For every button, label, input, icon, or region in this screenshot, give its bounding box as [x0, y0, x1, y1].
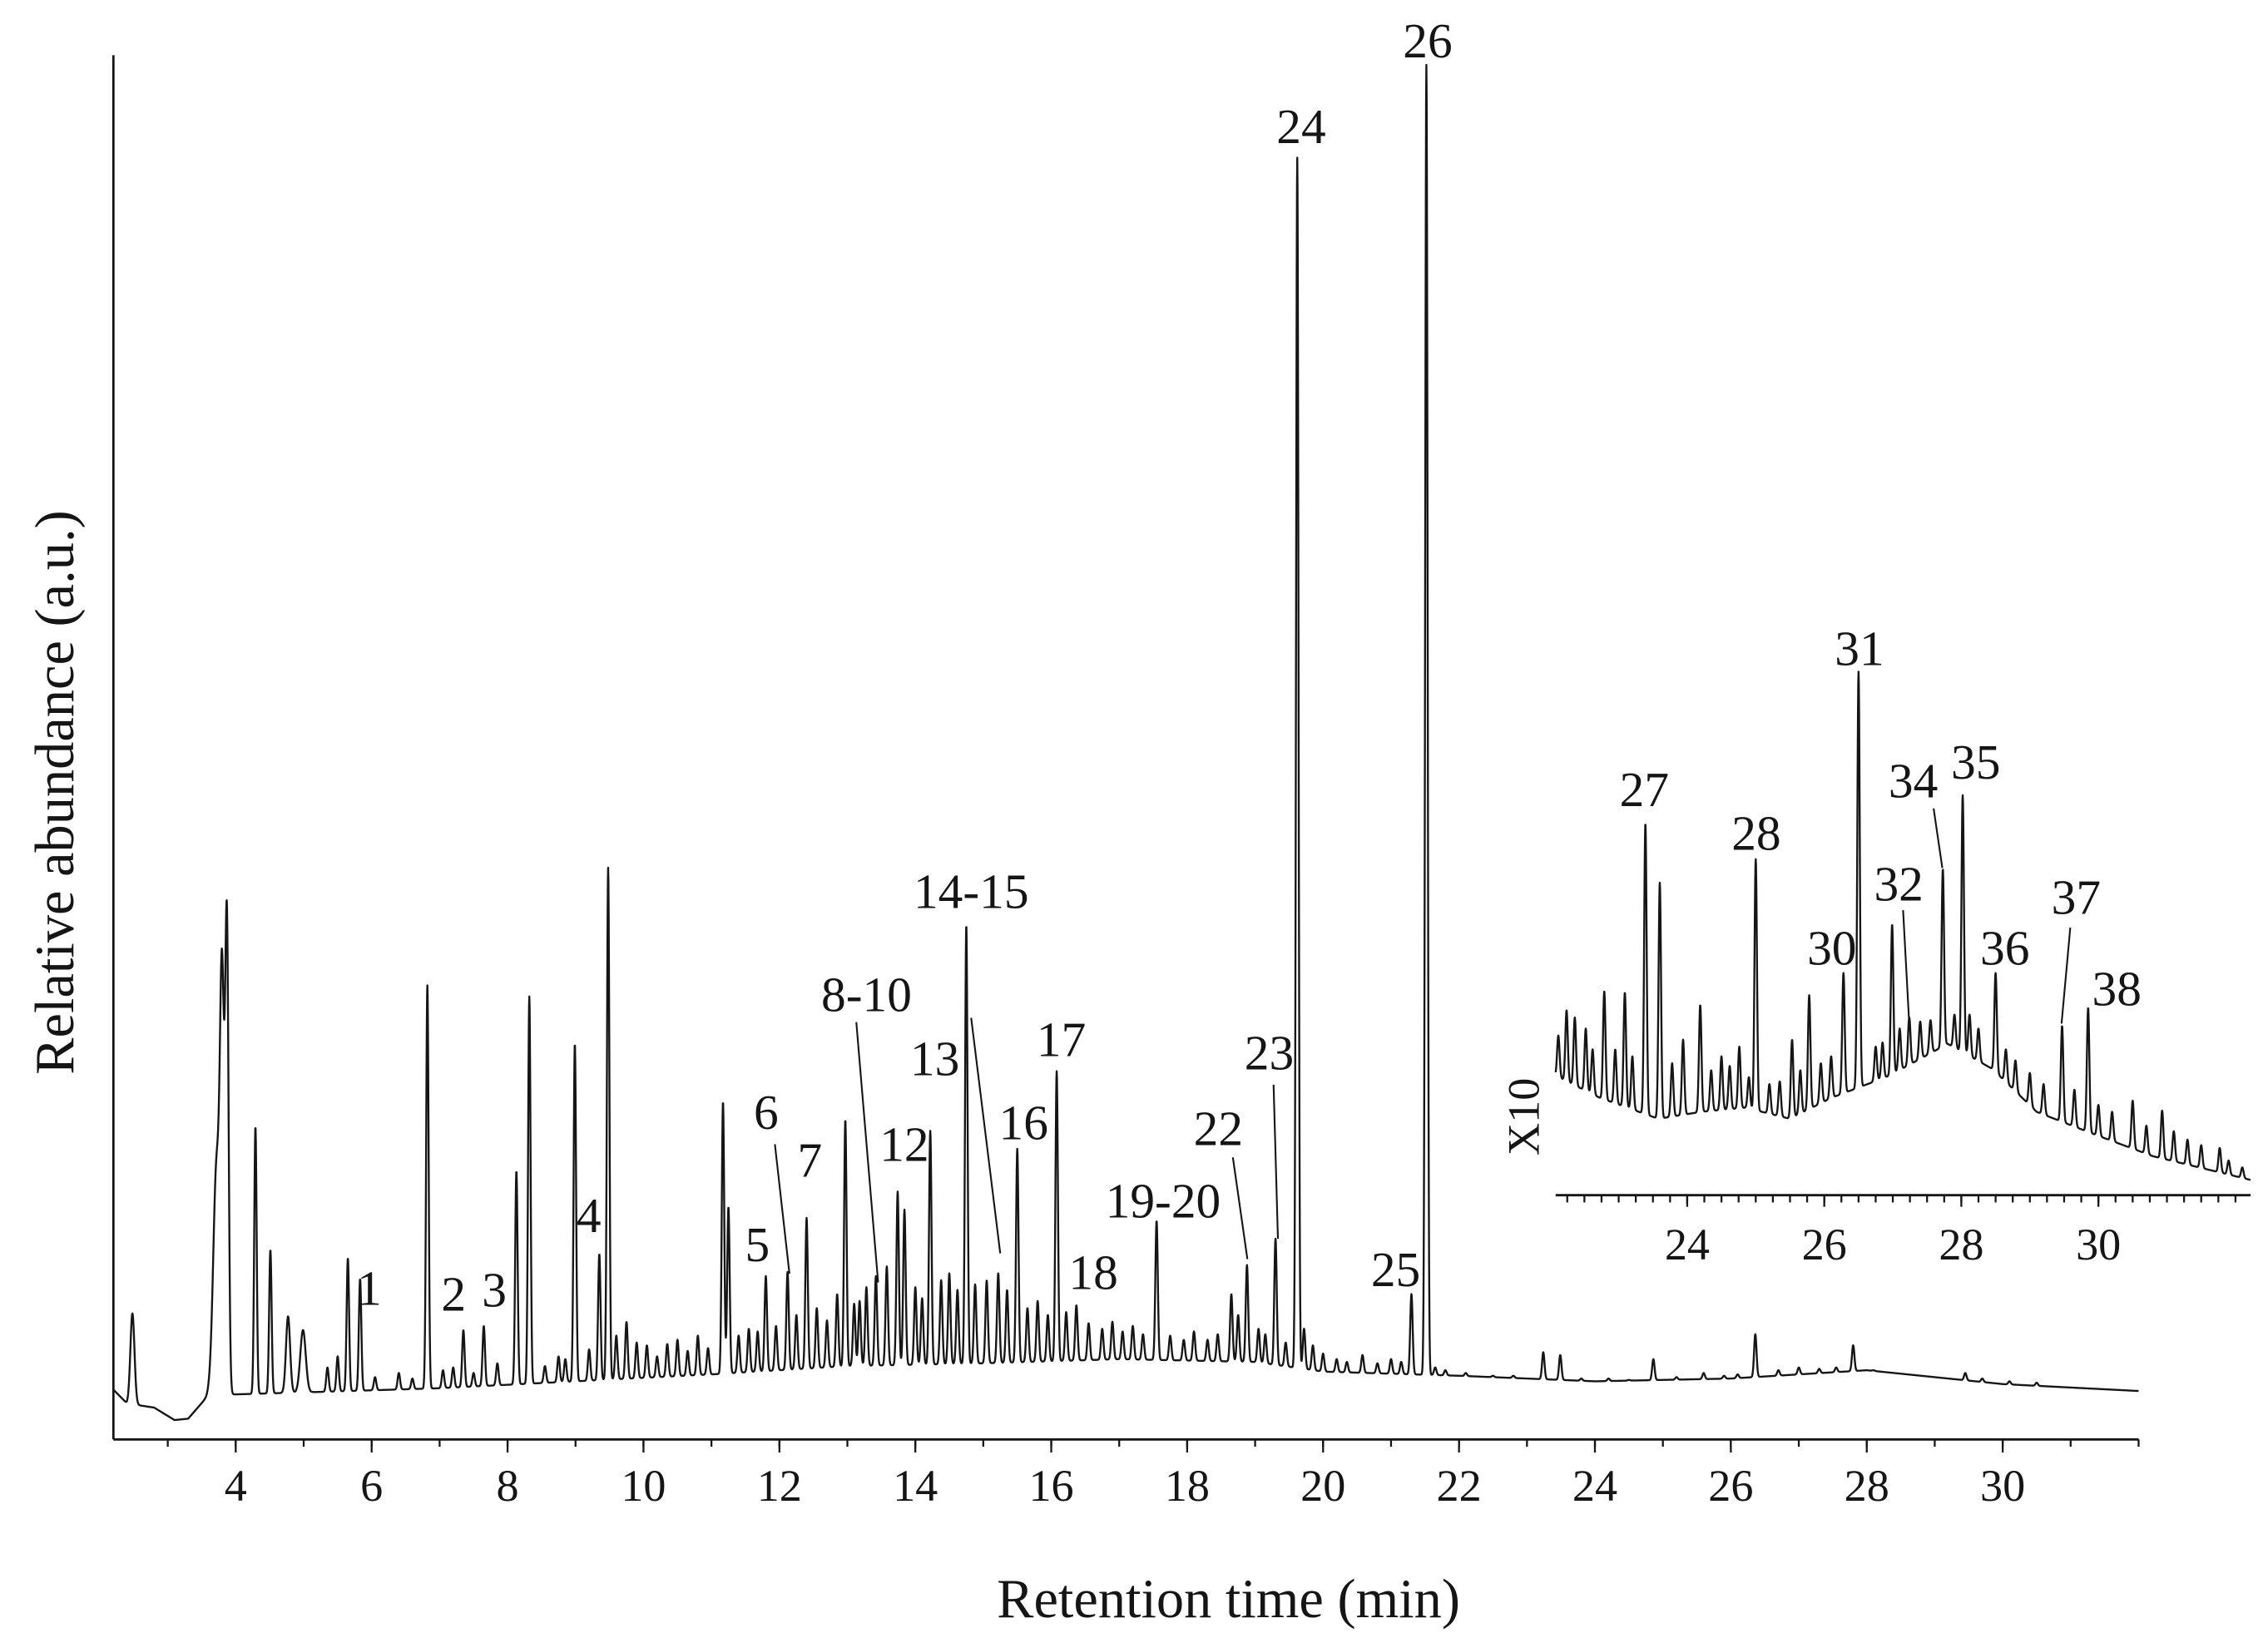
peak-leader-line: [1933, 808, 1944, 869]
peak-label: 1: [357, 1261, 382, 1316]
peak-label: 27: [1620, 762, 1669, 817]
peak-label: 18: [1068, 1245, 1117, 1299]
peak-label: 17: [1037, 1012, 1086, 1067]
peak-leader-line: [1902, 910, 1910, 1018]
x-tick-label: 8: [497, 1461, 519, 1511]
peak-label: 23: [1245, 1025, 1294, 1080]
x-tick-label: 26: [1708, 1461, 1753, 1511]
peak-label: 32: [1874, 857, 1923, 912]
x-tick-label: 16: [1028, 1461, 1073, 1511]
inset-magnification-label: X10: [1498, 1078, 1548, 1156]
peak-label: 7: [797, 1133, 822, 1188]
inset-chromatogram: 24 26 28 30 27 28 30 31 32 34 35 36 37 38: [1554, 621, 2251, 1269]
peak-label: 22: [1194, 1101, 1243, 1156]
x-tick-label: 20: [1300, 1461, 1345, 1511]
x-tick-label: 28: [1845, 1461, 1889, 1511]
main-chromatogram: 4 6 8 10 12 14 16 18 20 22 24 26 28 301 2 345678-101213…: [112, 13, 2140, 1511]
y-axis-title: Relative abundance (a.u.): [25, 510, 86, 1074]
peak-label: 26: [1403, 13, 1452, 68]
peak-label: 24: [1276, 99, 1325, 154]
peak-label: 3: [482, 1262, 507, 1317]
x-tick-label: 6: [360, 1461, 383, 1511]
peak-leader-line: [1272, 1084, 1280, 1240]
x-tick-label: 4: [225, 1461, 247, 1511]
peak-label: 16: [998, 1095, 1047, 1150]
peak-label: 25: [1371, 1242, 1420, 1297]
x-tick-label: 18: [1165, 1461, 1210, 1511]
x-tick-label: 24: [1665, 1220, 1710, 1269]
peak-label: 2: [441, 1267, 466, 1322]
peak-leader-line: [774, 1144, 790, 1274]
peak-label: 36: [1980, 921, 2029, 976]
peak-label: 28: [1731, 805, 1780, 860]
x-tick-label: 24: [1572, 1461, 1617, 1511]
x-tick-label: 30: [2076, 1220, 2121, 1269]
peak-label: 6: [754, 1085, 779, 1140]
x-tick-label: 22: [1437, 1461, 1482, 1511]
peak-label: 35: [1951, 735, 2000, 789]
x-tick-label: 30: [1980, 1461, 2025, 1511]
peak-label: 12: [879, 1117, 928, 1172]
peak-label: 31: [1835, 621, 1884, 676]
peak-label: 14-15: [914, 864, 1029, 918]
peak-label: 34: [1889, 754, 1938, 809]
peak-label: 19-20: [1106, 1174, 1221, 1229]
peak-leader-line: [970, 1017, 1002, 1254]
x-tick-label: 28: [1939, 1220, 1983, 1269]
peak-label: 5: [745, 1217, 770, 1272]
x-tick-label: 12: [757, 1461, 802, 1511]
peak-label: 38: [2092, 961, 2142, 1016]
peak-label: 30: [1807, 921, 1856, 976]
peak-label: 8-10: [821, 967, 912, 1022]
x-tick-label: 14: [893, 1461, 938, 1511]
x-axis-title: Retention time (min): [997, 1569, 1460, 1630]
inset-trace: [1554, 671, 2251, 1181]
x-tick-label: 26: [1802, 1220, 1847, 1269]
x-tick-label: 10: [621, 1461, 666, 1511]
peak-label: 37: [2052, 869, 2101, 924]
peak-leader-line: [2060, 927, 2072, 1024]
chromatogram-trace: [112, 63, 2140, 1422]
peak-label: 13: [910, 1031, 959, 1086]
peak-leader-line: [1231, 1157, 1249, 1259]
peak-label: 4: [577, 1188, 602, 1243]
peak-leader-line: [855, 1022, 879, 1283]
